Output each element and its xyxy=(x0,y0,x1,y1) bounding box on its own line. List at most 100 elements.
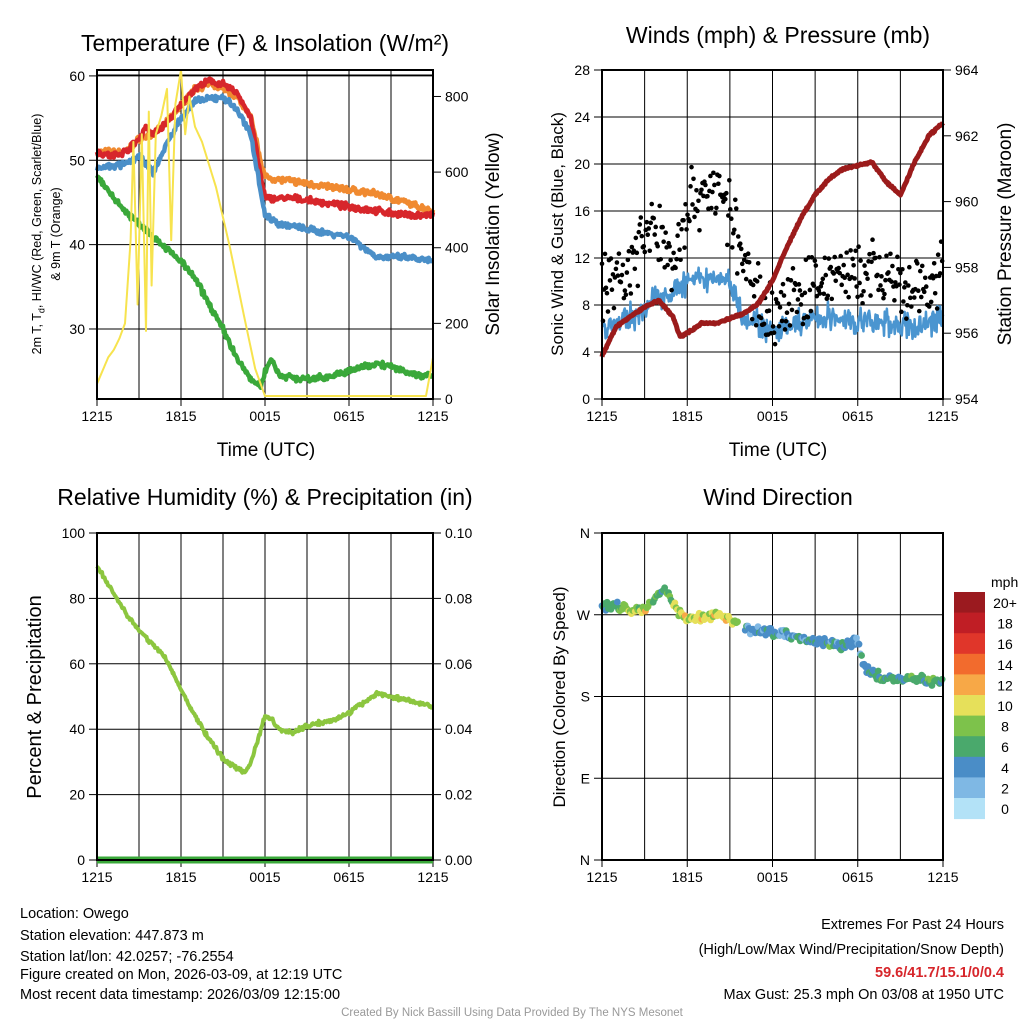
gust-point xyxy=(642,249,648,255)
y-tick-label: E xyxy=(581,770,590,786)
gust-point xyxy=(652,232,658,237)
y-right-tick-label: 0.04 xyxy=(445,721,472,737)
colorbar-swatch xyxy=(954,715,985,737)
colorbar-label: 12 xyxy=(997,677,1013,693)
gust-point xyxy=(730,230,736,236)
gust-point xyxy=(853,248,858,254)
gust-point xyxy=(609,287,615,293)
gust-point xyxy=(689,164,694,170)
colorbar-swatch xyxy=(954,777,985,799)
x-tick-label: 0615 xyxy=(333,869,364,885)
gust-point xyxy=(732,197,738,203)
colorbar-label: 8 xyxy=(1001,719,1009,735)
gust-point xyxy=(725,242,730,248)
series-line-2m-t-red- xyxy=(94,76,436,220)
gust-point xyxy=(685,212,690,218)
gust-point xyxy=(791,287,797,293)
gust-point xyxy=(864,271,869,277)
gust-point xyxy=(880,287,885,293)
gust-point xyxy=(875,272,880,278)
direction-point xyxy=(734,618,741,626)
y-right-tick-label: 958 xyxy=(955,259,979,275)
x-tick-label: 0615 xyxy=(842,869,873,885)
max-gust: Max Gust: 25.3 mph On 03/08 at 1950 UTC xyxy=(723,987,1004,1003)
gust-point xyxy=(691,176,696,182)
y-right-tick-label: 0.02 xyxy=(445,787,472,803)
gust-point xyxy=(669,287,674,293)
gust-point xyxy=(703,182,708,188)
colorbar-label: 14 xyxy=(997,657,1013,673)
gust-point xyxy=(851,262,856,268)
gust-point xyxy=(867,251,872,257)
colorbar-label: 20+ xyxy=(993,595,1017,611)
direction-y-label: Direction (Colored By Speed) xyxy=(550,586,569,808)
gust-point xyxy=(889,279,894,284)
gust-point xyxy=(726,213,731,218)
y-right-tick-label: 0 xyxy=(445,391,453,407)
gust-point xyxy=(814,293,820,299)
gust-point xyxy=(632,266,638,272)
series-line-hi-wc-blue- xyxy=(94,93,435,265)
y-tick-label: 60 xyxy=(69,656,85,672)
y-right-tick-label: 962 xyxy=(955,128,979,144)
y-tick-label: 40 xyxy=(69,721,85,737)
gust-point xyxy=(658,256,663,262)
gust-point xyxy=(694,187,699,193)
gust-point xyxy=(899,309,904,315)
gust-point xyxy=(746,259,752,265)
y-tick-label: 80 xyxy=(69,590,85,606)
gust-point xyxy=(813,263,819,268)
gust-point xyxy=(898,270,903,276)
colorbar-swatch xyxy=(954,592,985,614)
gust-point xyxy=(625,257,631,263)
gust-point xyxy=(692,214,697,220)
gust-point xyxy=(820,276,826,282)
gust-point xyxy=(843,289,848,295)
x-tick-label: 0015 xyxy=(757,408,788,424)
gust-point xyxy=(678,257,683,263)
gust-point xyxy=(677,247,682,253)
footer-location: Location: Owego xyxy=(20,906,129,922)
x-tick-label: 0015 xyxy=(249,408,280,424)
gust-point xyxy=(626,248,632,254)
x-tick-label: 1815 xyxy=(165,869,196,885)
x-tick-label: 1215 xyxy=(81,869,112,885)
colorbar-swatch xyxy=(954,612,985,634)
y-right-tick-label: 0.00 xyxy=(445,852,472,868)
x-tick-label: 0015 xyxy=(249,869,280,885)
gust-point xyxy=(888,251,893,257)
footer-latlon: Station lat/lon: 42.0257; -76.2554 xyxy=(20,949,234,965)
gust-point xyxy=(777,305,783,310)
y-tick-label: 20 xyxy=(574,156,590,172)
footer-elevation: Station elevation: 447.873 m xyxy=(20,928,204,944)
gust-point xyxy=(926,304,932,309)
colorbar-label: 18 xyxy=(997,616,1013,632)
gust-point xyxy=(817,291,823,296)
gust-point xyxy=(717,173,722,179)
gust-point xyxy=(861,288,866,294)
insolation-y-label: Solar Insolation (Yellow) xyxy=(483,132,504,336)
colorbar-title: mph xyxy=(991,574,1019,590)
humidity-y-label: Percent & Precipitation xyxy=(24,595,46,799)
gust-point xyxy=(753,322,759,328)
gust-point xyxy=(796,282,802,287)
gust-point xyxy=(750,282,756,288)
gust-point xyxy=(608,256,614,261)
gust-point xyxy=(821,291,827,297)
gust-point xyxy=(770,324,776,329)
gust-point xyxy=(893,280,898,285)
gust-point xyxy=(624,270,630,275)
gust-point xyxy=(657,203,662,209)
gust-point xyxy=(729,245,735,250)
colorbar-swatch xyxy=(954,653,985,675)
gust-point xyxy=(778,289,784,295)
gust-point xyxy=(828,264,834,270)
gust-point xyxy=(713,211,718,216)
gust-point xyxy=(882,291,887,297)
gust-point xyxy=(679,226,684,232)
gust-point xyxy=(731,227,737,233)
gust-point xyxy=(854,284,859,289)
plot-border xyxy=(96,532,434,861)
gust-point xyxy=(636,229,642,235)
